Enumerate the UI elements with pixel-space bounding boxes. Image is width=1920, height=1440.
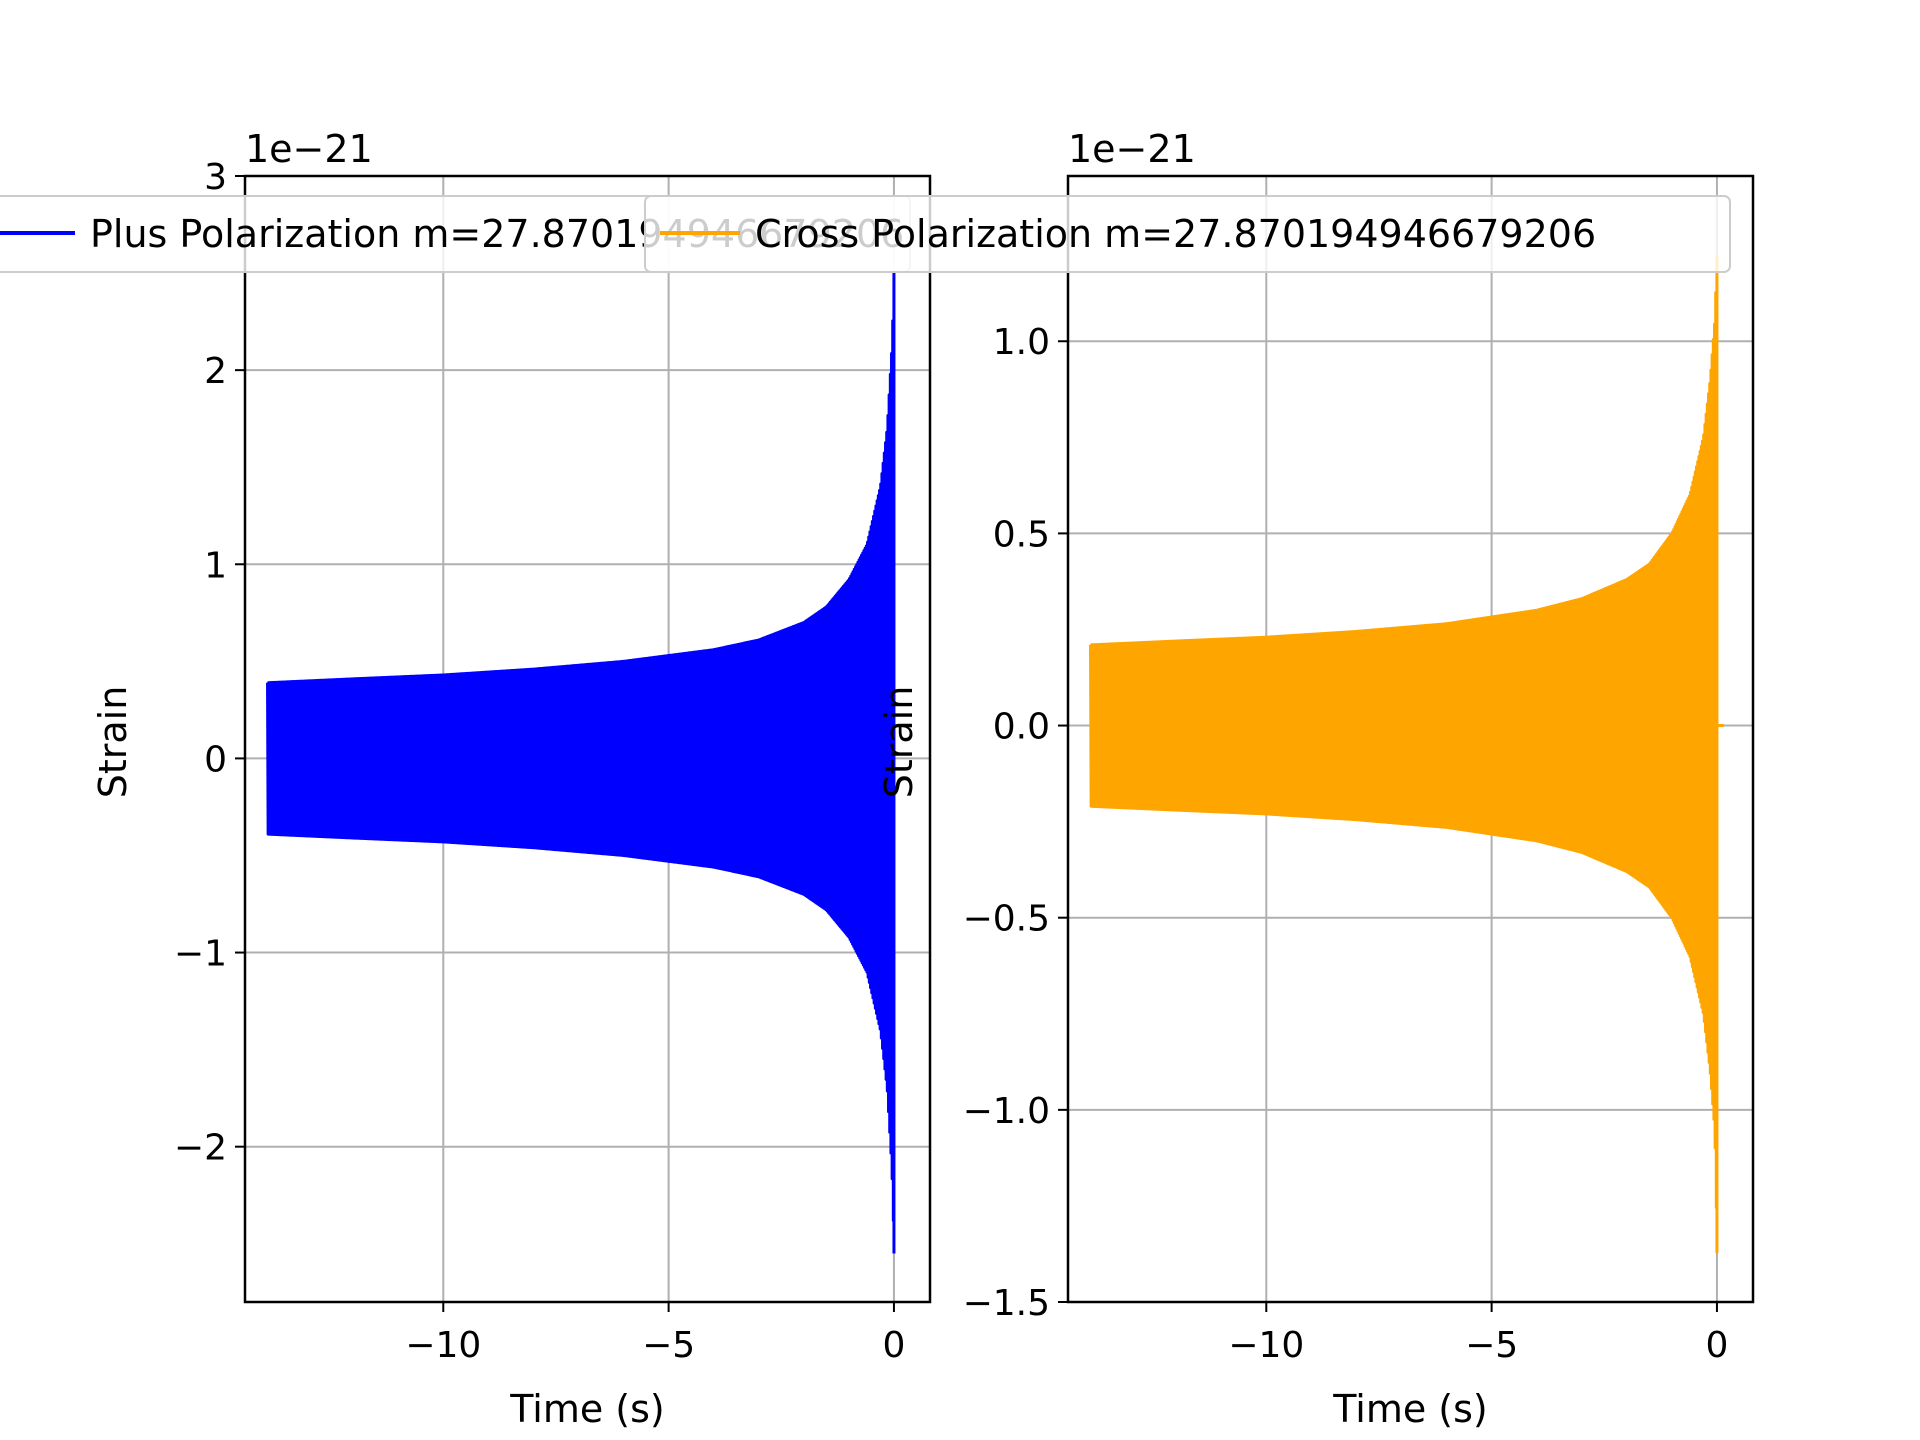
plus-x-tick-label: 0 — [882, 1325, 905, 1366]
plus-x-tick-label: −10 — [405, 1325, 481, 1366]
plus-x-axis-label: Time (s) — [509, 1387, 665, 1431]
plus-y-tick-label: 0 — [204, 739, 227, 780]
cross-x-axis-label: Time (s) — [1332, 1387, 1488, 1431]
cross-y-tick-label: 1.0 — [993, 322, 1050, 363]
legends: Plus Polarization m=27.870194946679206Cr… — [0, 195, 1731, 273]
cross-x-tick-label: −10 — [1228, 1325, 1304, 1366]
cross-offset-text: 1e−21 — [1068, 127, 1196, 171]
cross-y-tick-label: 0.0 — [993, 707, 1050, 748]
cross-x-tick-label: 0 — [1705, 1325, 1728, 1366]
plus-y-tick-label: 2 — [204, 351, 227, 392]
plus-y-tick-label: −1 — [174, 934, 227, 975]
cross-polarization-panel: −10 −5 0 −1.5 −1.0 −0.5 0.0 0.5 1.0 Time (s) Strai… — [877, 127, 1755, 1431]
plus-y-tick-label: −2 — [174, 1128, 227, 1169]
cross-waveform-series — [1089, 255, 1724, 1254]
cross-y-tick-label: −0.5 — [963, 899, 1050, 940]
cross-x-tick-label: −5 — [1465, 1325, 1518, 1366]
plus-x-tick-label: −5 — [642, 1325, 695, 1366]
cross-axes-frame — [1066, 174, 1755, 1304]
cross-legend-box — [644, 195, 1731, 273]
cross-y-tick-label: −1.0 — [963, 1091, 1050, 1132]
cross-y-tick-label: 0.5 — [993, 514, 1050, 555]
cross-y-axis-label: Strain — [877, 686, 921, 799]
plus-y-tick-label: 3 — [204, 157, 227, 198]
plus-waveform-series — [266, 271, 896, 1254]
cross-legend-label: Cross Polarization m=27.870194946679206 — [755, 212, 1596, 256]
plus-y-axis-label: Strain — [91, 686, 135, 799]
cross-y-tick-label: −1.5 — [963, 1283, 1050, 1324]
plus-axes-frame — [243, 174, 932, 1304]
plus-y-tick-label: 1 — [204, 545, 227, 586]
plus-offset-text: 1e−21 — [245, 127, 373, 171]
